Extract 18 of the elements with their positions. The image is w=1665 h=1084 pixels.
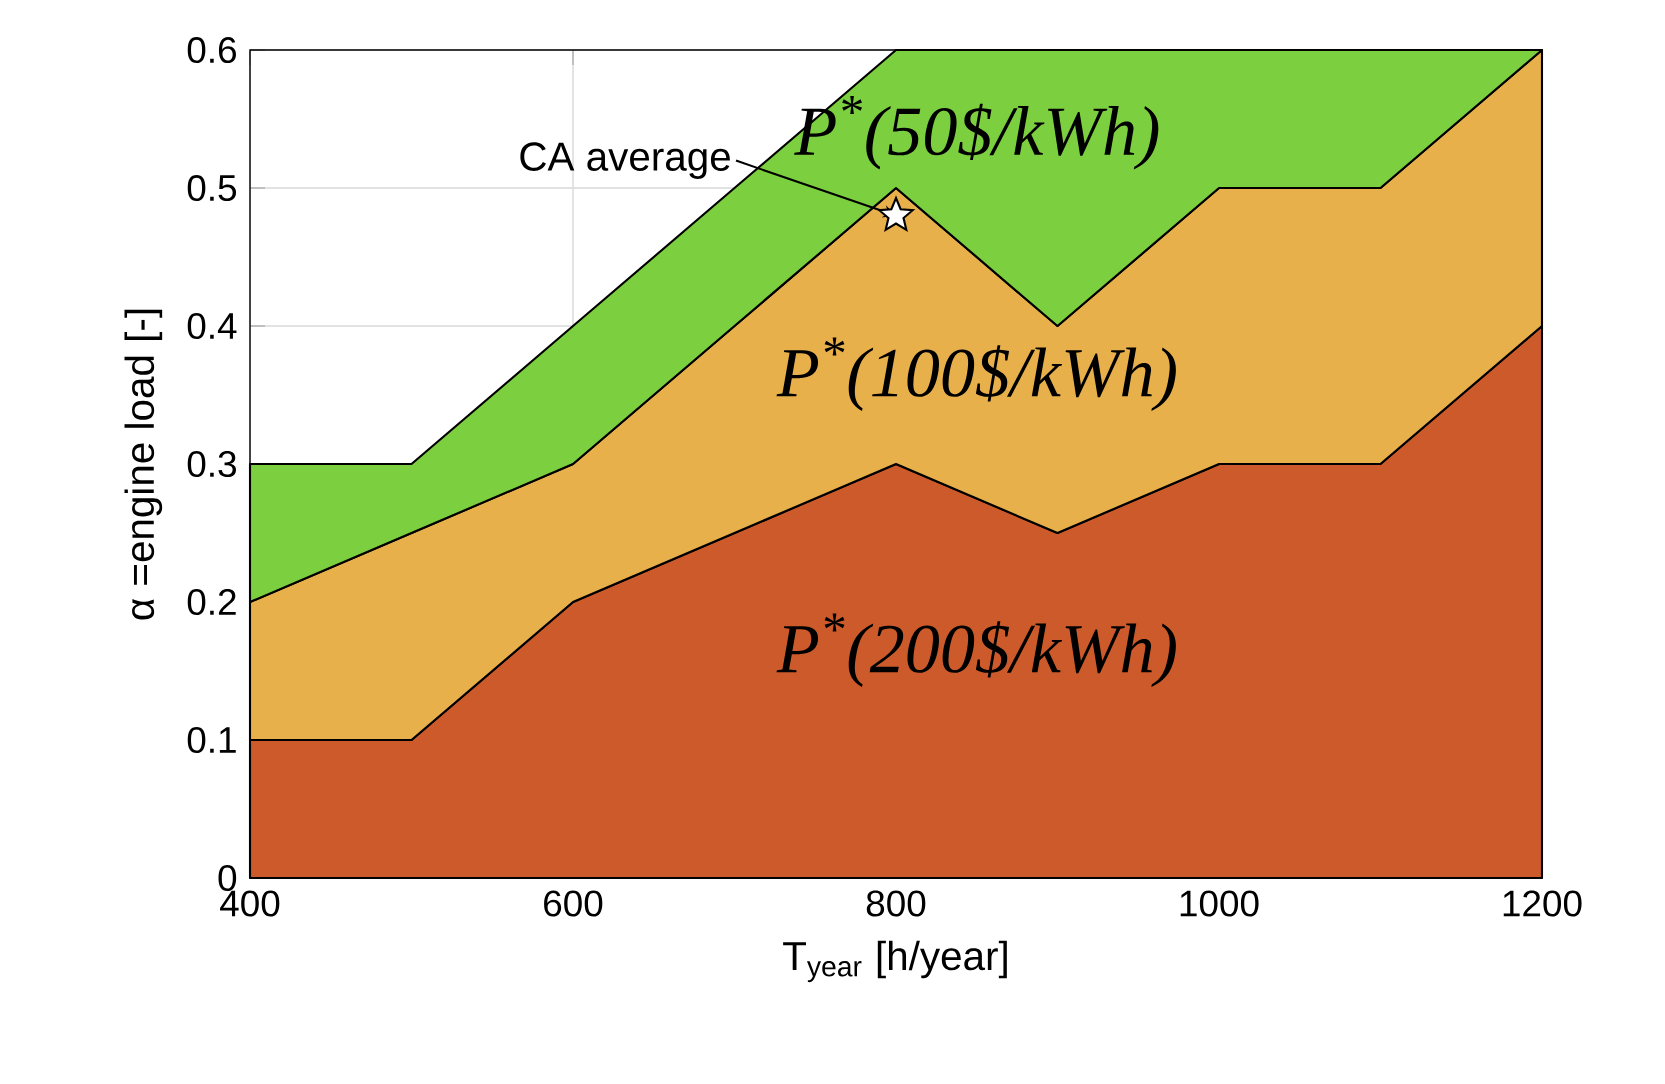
- x-tick-label: 400: [220, 890, 280, 917]
- y-tick-label: 0.4: [187, 312, 237, 340]
- y-axis-title: α =engine load [-]: [124, 309, 163, 620]
- x-axis-title: T$_{year}$ [h/year]: [783, 940, 1007, 983]
- y-tick-label: 0.2: [187, 588, 236, 616]
- y-tick-label: 0.6: [187, 36, 236, 64]
- legend-label: P$^{*}$(50$/kWh): [794, 95, 1159, 170]
- y-tick-label: 0.5: [187, 174, 237, 202]
- y-tick-label: 0: [218, 864, 237, 892]
- y-tick-label: 0.3: [187, 450, 236, 478]
- y-tick-label: 0.1: [187, 726, 236, 754]
- annotation: CA average: [520, 142, 730, 179]
- x-tick-label: 1000: [1180, 890, 1259, 917]
- x-tick-label: 1200: [1503, 890, 1582, 917]
- x-tick-label: 800: [866, 890, 926, 917]
- series-label: P$^{*}$(100$/kWh): [776, 337, 1176, 412]
- x-tick-label: 600: [544, 890, 603, 917]
- series-label: P$^{*}$(200$/kWh): [776, 613, 1176, 688]
